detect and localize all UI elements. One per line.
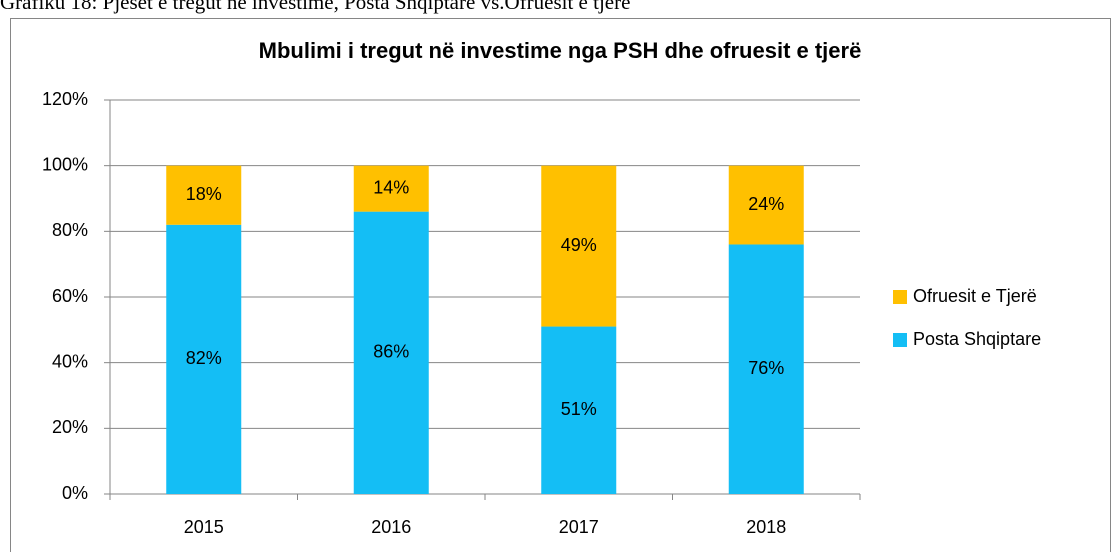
bar-segment [541,326,617,494]
chart-title: Mbulimi i tregut në investime nga PSH dh… [259,38,862,63]
y-tick-label: 40% [52,351,88,371]
bar-segment [353,165,429,212]
y-tick-label: 80% [52,220,88,240]
data-label: 76% [748,358,784,378]
bar-segment [166,165,242,225]
data-label: 51% [561,399,597,419]
data-label: 14% [373,177,409,197]
y-tick-label: 0% [62,483,88,503]
caption: Grafiku 18: Pjesët e tregut në investime… [0,0,630,14]
x-tick-label: 2017 [559,517,599,537]
bar-segment [541,165,617,327]
legend-swatch [893,333,907,347]
data-label: 18% [186,184,222,204]
y-tick-label: 60% [52,286,88,306]
data-label: 24% [748,194,784,214]
data-label: 82% [186,348,222,368]
y-tick-label: 100% [42,154,88,174]
y-tick-label: 20% [52,417,88,437]
bar-segment [728,165,804,245]
legend-label: Ofruesit e Tjerë [913,286,1037,306]
bar-segment [728,244,804,494]
legend-swatch [893,290,907,304]
bar-segment [166,224,242,494]
x-tick-label: 2018 [746,517,786,537]
x-tick-label: 2016 [371,517,411,537]
bar-segment [353,211,429,494]
legend-label: Posta Shqiptare [913,329,1041,349]
data-label: 49% [561,235,597,255]
y-tick-label: 120% [42,89,88,109]
x-tick-label: 2015 [184,517,224,537]
data-label: 86% [373,342,409,362]
